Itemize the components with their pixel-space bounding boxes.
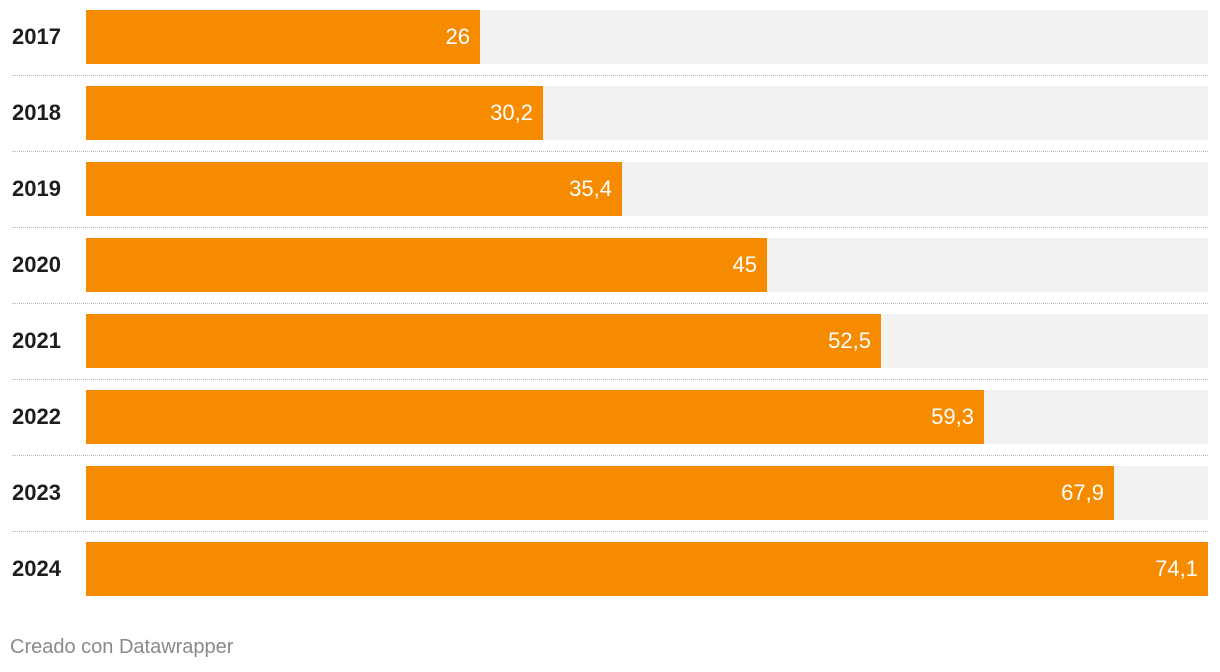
row-divider — [12, 531, 1208, 532]
year-label: 2024 — [12, 556, 61, 581]
bar-chart: 2017 26 2018 30,2 2019 35,4 2020 45 2021 52,5 2022… — [12, 10, 1208, 596]
row-divider — [12, 75, 1208, 76]
bar-track: 59,3 — [86, 390, 1208, 444]
bar: 30,2 — [86, 86, 543, 140]
footer-credit: Creado con Datawrapper — [10, 636, 234, 658]
row-divider — [12, 151, 1208, 152]
bar: 52,5 — [86, 314, 881, 368]
value-label: 74,1 — [1155, 556, 1198, 581]
value-label: 67,9 — [1061, 480, 1104, 505]
bar: 74,1 — [86, 542, 1208, 596]
bar: 45 — [86, 238, 767, 292]
bar-track: 26 — [86, 10, 1208, 64]
year-label: 2021 — [12, 328, 61, 353]
value-label: 45 — [732, 252, 757, 277]
year-label: 2022 — [12, 404, 61, 429]
bar-track: 35,4 — [86, 162, 1208, 216]
value-label: 35,4 — [569, 176, 612, 201]
year-label: 2023 — [12, 480, 61, 505]
bar: 35,4 — [86, 162, 622, 216]
value-label: 59,3 — [931, 404, 974, 429]
value-label: 30,2 — [490, 100, 533, 125]
bar: 67,9 — [86, 466, 1114, 520]
row-divider — [12, 455, 1208, 456]
bar-track: 67,9 — [86, 466, 1208, 520]
year-label: 2018 — [12, 100, 61, 125]
year-label: 2017 — [12, 24, 61, 49]
row-divider — [12, 379, 1208, 380]
bar-track: 74,1 — [86, 542, 1208, 596]
bar: 26 — [86, 10, 480, 64]
bar-track: 52,5 — [86, 314, 1208, 368]
year-label: 2019 — [12, 176, 61, 201]
value-label: 26 — [445, 24, 470, 49]
bar: 59,3 — [86, 390, 984, 444]
row-divider — [12, 303, 1208, 304]
year-label: 2020 — [12, 252, 61, 277]
value-label: 52,5 — [828, 328, 871, 353]
bar-track: 45 — [86, 238, 1208, 292]
bar-track: 30,2 — [86, 86, 1208, 140]
row-divider — [12, 227, 1208, 228]
